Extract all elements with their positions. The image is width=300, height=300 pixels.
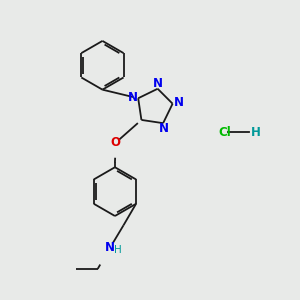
- Text: N: N: [105, 241, 115, 254]
- Text: N: N: [128, 91, 138, 104]
- Text: H: H: [250, 126, 260, 139]
- Text: N: N: [174, 96, 184, 109]
- Text: N: N: [153, 77, 163, 90]
- Text: Cl: Cl: [218, 126, 231, 139]
- Text: O: O: [111, 136, 121, 149]
- Text: H: H: [114, 244, 122, 255]
- Text: N: N: [159, 122, 169, 135]
